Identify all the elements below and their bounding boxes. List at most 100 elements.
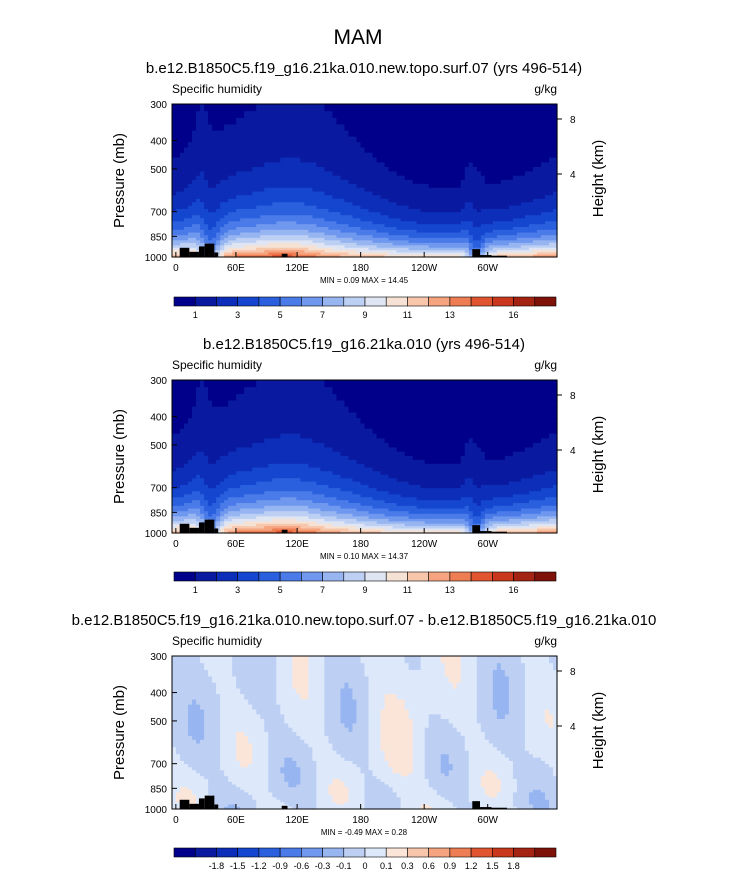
field-cell bbox=[540, 394, 546, 402]
field-cell bbox=[308, 428, 313, 435]
field-cell bbox=[244, 218, 249, 222]
field-cell bbox=[504, 157, 510, 163]
field-cell bbox=[440, 235, 446, 239]
field-cell bbox=[408, 183, 414, 189]
field-cell bbox=[524, 252, 530, 256]
field-cell bbox=[448, 191, 454, 196]
field-cell bbox=[300, 438, 305, 444]
field-cell bbox=[456, 183, 462, 189]
field-cell bbox=[384, 179, 390, 185]
field-cell bbox=[480, 252, 486, 256]
field-cell bbox=[548, 198, 554, 203]
field-cell bbox=[216, 205, 221, 210]
field-cell bbox=[232, 387, 237, 395]
field-cell bbox=[332, 232, 338, 236]
field-cell bbox=[436, 152, 442, 159]
field-cell bbox=[384, 152, 390, 159]
field-cell bbox=[444, 130, 450, 138]
field-cell bbox=[188, 171, 193, 177]
field-cell bbox=[388, 245, 394, 249]
field-cell bbox=[336, 428, 342, 435]
field-cell bbox=[412, 406, 418, 414]
field-cell bbox=[284, 162, 289, 168]
field-cell bbox=[420, 171, 426, 177]
field-cell bbox=[344, 198, 350, 203]
field-cell bbox=[460, 252, 466, 256]
field-cell bbox=[176, 229, 181, 234]
field-cell bbox=[196, 412, 201, 419]
field-cell bbox=[320, 242, 325, 246]
field-cell bbox=[436, 229, 442, 234]
field-cell bbox=[420, 191, 426, 196]
field-cell bbox=[392, 237, 398, 241]
field-cell bbox=[344, 147, 350, 154]
field-cell bbox=[308, 438, 313, 444]
field-cell bbox=[220, 212, 225, 216]
field-cell bbox=[412, 428, 418, 435]
field-cell bbox=[472, 111, 478, 119]
field-cell bbox=[228, 240, 233, 244]
field-cell bbox=[380, 179, 386, 185]
field-cell bbox=[524, 218, 530, 222]
field-cell bbox=[352, 221, 358, 225]
field-cell bbox=[180, 187, 185, 193]
field-cell bbox=[256, 227, 261, 231]
field-cell bbox=[204, 235, 209, 239]
field-cell bbox=[480, 218, 486, 222]
field-cell bbox=[288, 232, 293, 236]
field-cell bbox=[368, 187, 374, 193]
field-cell bbox=[400, 111, 406, 119]
field-cell bbox=[428, 166, 434, 173]
field-cell bbox=[192, 442, 197, 449]
field-cell bbox=[324, 387, 330, 395]
field-cell bbox=[260, 179, 265, 185]
field-cell bbox=[420, 147, 426, 154]
field-cell bbox=[344, 250, 350, 254]
field-cell bbox=[232, 118, 237, 126]
field-cell bbox=[280, 166, 285, 173]
field-cell bbox=[376, 111, 382, 119]
field-cell bbox=[312, 191, 317, 196]
field-cell bbox=[392, 221, 398, 225]
field-cell bbox=[412, 423, 418, 430]
field-cell bbox=[340, 242, 346, 246]
field-cell bbox=[260, 224, 265, 228]
field-cell bbox=[212, 412, 217, 419]
field-cell bbox=[392, 175, 398, 181]
field-cell bbox=[424, 198, 430, 203]
field-cell bbox=[252, 157, 257, 163]
field-cell bbox=[404, 136, 410, 143]
field-cell bbox=[332, 245, 338, 249]
field-cell bbox=[324, 252, 330, 256]
field-cell bbox=[224, 124, 229, 132]
field-cell bbox=[248, 428, 253, 435]
field-cell bbox=[352, 171, 358, 177]
field-cell bbox=[512, 245, 518, 249]
field-cell bbox=[300, 212, 305, 216]
field-cell bbox=[248, 245, 253, 249]
field-cell bbox=[536, 254, 542, 258]
field-cell bbox=[516, 218, 522, 222]
field-cell bbox=[364, 250, 370, 254]
field-cell bbox=[540, 104, 546, 112]
field-cell bbox=[208, 394, 213, 402]
field-cell bbox=[416, 205, 422, 210]
field-cell bbox=[184, 235, 189, 239]
field-cell bbox=[444, 224, 450, 228]
field-cell bbox=[408, 406, 414, 414]
field-cell bbox=[188, 111, 193, 119]
field-cell bbox=[412, 179, 418, 185]
field-cell bbox=[328, 215, 334, 219]
field-cell bbox=[200, 442, 205, 449]
field-cell bbox=[496, 227, 502, 231]
field-cell bbox=[360, 387, 366, 395]
field-cell bbox=[304, 171, 309, 177]
field-cell bbox=[452, 247, 458, 251]
field-cell bbox=[432, 118, 438, 126]
field-cell bbox=[500, 162, 506, 168]
field-cell bbox=[384, 254, 390, 258]
field-cell bbox=[180, 166, 185, 173]
field-cell bbox=[356, 175, 362, 181]
field-cell bbox=[512, 157, 518, 163]
field-cell bbox=[380, 162, 386, 168]
